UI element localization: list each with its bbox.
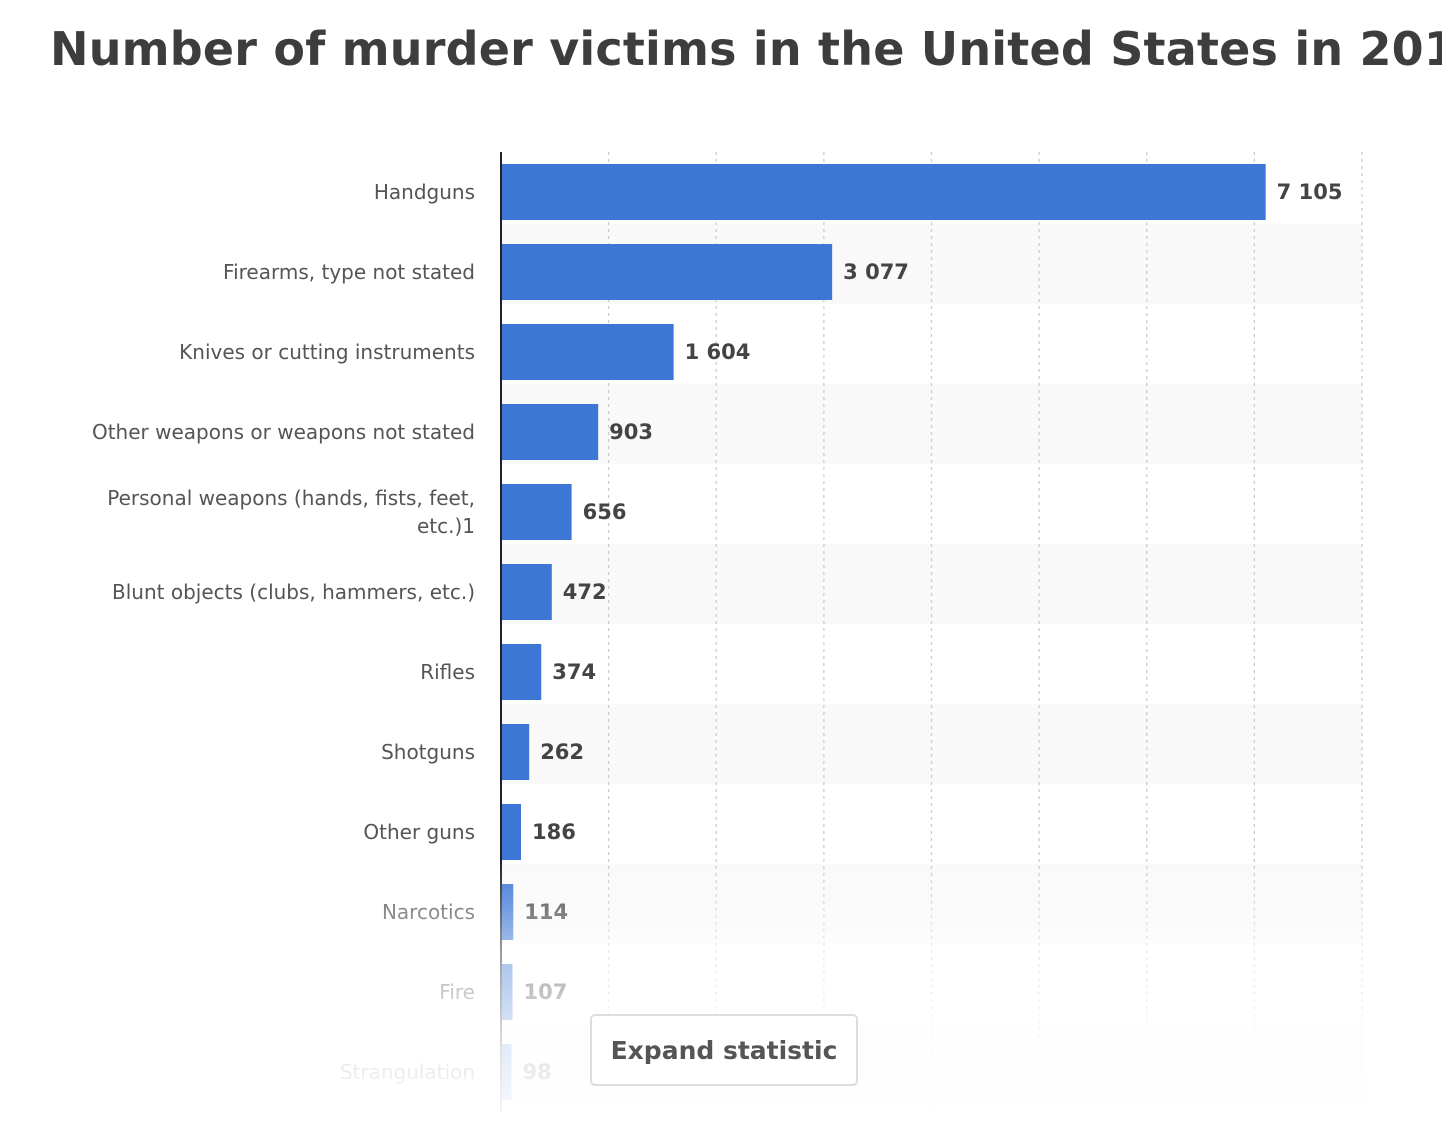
row-band [501,544,1362,624]
data-label: 114 [524,900,568,924]
bar [501,564,552,620]
chart-title: Number of murder victims in the United S… [50,22,1442,76]
data-label: 1 604 [685,340,751,364]
bar [501,1044,512,1100]
category-label: Shotguns [381,740,475,764]
category-label: Other weapons or weapons not stated [92,420,475,444]
category-label: Other guns [363,820,475,844]
category-label: Firearms, type not stated [223,260,475,284]
category-label: Fire [439,980,475,1004]
data-label: 472 [563,580,607,604]
bar [501,644,542,700]
data-label: 7 105 [1277,180,1343,204]
data-label: 374 [552,660,596,684]
category-label: Blunt objects (clubs, hammers, etc.) [112,580,475,604]
bar [501,244,833,300]
data-label: 98 [523,1060,552,1084]
category-label: Strangulation [340,1060,475,1084]
bar [501,804,522,860]
data-label: 903 [609,420,653,444]
data-label: 656 [583,500,627,524]
category-label: Knives or cutting instruments [179,340,475,364]
category-label: Narcotics [382,900,475,924]
data-label: 186 [532,820,576,844]
bar [501,884,514,940]
bar [501,324,674,380]
data-label: 3 077 [843,260,909,284]
bar [501,964,513,1020]
bar [501,484,572,540]
bar [501,404,599,460]
category-label: Personal weapons (hands, fists, feet, etc… [107,486,475,538]
row-band [501,704,1362,784]
data-label: 262 [540,740,584,764]
bar [501,724,530,780]
category-label: Handguns [374,180,475,204]
bar [501,164,1266,220]
expand-statistic-button[interactable]: Expand statistic [590,1014,858,1086]
data-label: 107 [524,980,568,1004]
category-label: Rifles [420,660,475,684]
